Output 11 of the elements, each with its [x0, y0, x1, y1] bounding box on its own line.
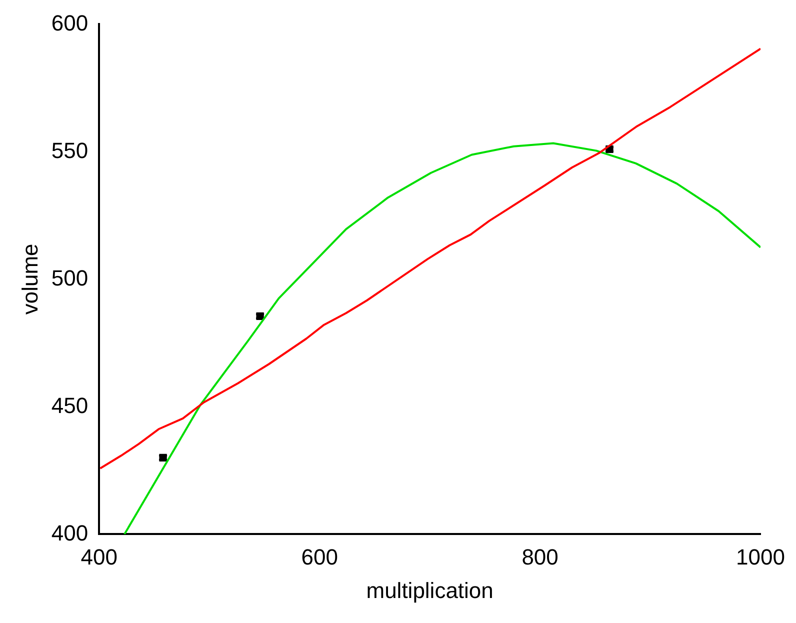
x-tick-label: 600 — [301, 544, 338, 570]
x-tick-label: 400 — [80, 544, 118, 570]
x-tick-label: 800 — [522, 544, 558, 570]
y-tick-label: 500 — [51, 265, 88, 290]
y-tick-label: 450 — [51, 392, 88, 418]
y-tick-label: 600 — [51, 10, 88, 36]
y-axis-title: volume — [17, 244, 42, 315]
y-tick-label: 400 — [51, 520, 88, 546]
y-tick-label: 550 — [51, 138, 88, 163]
x-tick-label: 1000 — [736, 544, 786, 570]
x-axis-title: multiplication — [366, 578, 494, 603]
